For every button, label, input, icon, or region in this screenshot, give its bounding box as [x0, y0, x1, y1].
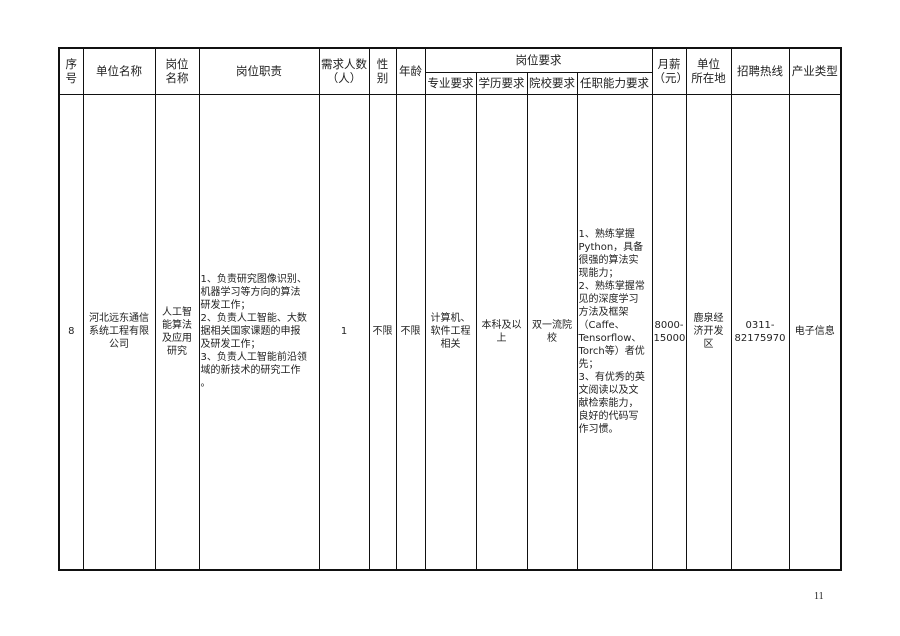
cell-salary: 8000- 15000 [651, 93, 687, 571]
cell-age: 不限 [395, 93, 426, 571]
header-education: 学历要求 [475, 71, 528, 95]
header-age: 年龄 [395, 47, 426, 95]
cell-duties: 1、负责研究图像识别、 机器学习等方向的算法 研发工作； 2、负责人工智能、大数… [198, 93, 320, 571]
header-salary: 月薪 （元） [651, 47, 687, 95]
cell-education: 本科及以 上 [475, 93, 528, 571]
cell-hotline: 0311- 82175970 [730, 93, 790, 571]
cell-school: 双一流院 校 [526, 93, 578, 571]
cell-post-name: 人工智 能算法 及应用 研究 [154, 93, 200, 571]
header-hotline: 招聘热线 [730, 47, 790, 95]
header-seq: 序号 [58, 47, 84, 95]
cell-headcount: 1 [318, 93, 370, 571]
cell-seq: 8 [58, 93, 84, 571]
recruitment-table: 序号 单位名称 岗位 名称 岗位职责 需求人数 （人） 性 别 年龄 岗位要求 … [58, 47, 842, 571]
header-school: 院校要求 [526, 71, 578, 95]
header-headcount: 需求人数 （人） [318, 47, 370, 95]
header-unit-name: 单位名称 [82, 47, 156, 95]
header-duties: 岗位职责 [198, 47, 320, 95]
header-requirements: 岗位要求 [424, 47, 653, 73]
header-post-name: 岗位 名称 [154, 47, 200, 95]
header-ability: 任职能力要求 [576, 71, 653, 95]
cell-unit-name: 河北远东通信 系统工程有限 公司 [82, 93, 156, 571]
header-industry: 产业类型 [788, 47, 842, 95]
cell-location: 鹿泉经 济开发 区 [685, 93, 732, 571]
header-location: 单位 所在地 [685, 47, 732, 95]
table-row: 8 河北远东通信 系统工程有限 公司 人工智 能算法 及应用 研究 1、负责研究… [58, 93, 842, 571]
cell-gender: 不限 [368, 93, 397, 571]
page-number: 11 [814, 591, 824, 602]
header-major: 专业要求 [424, 71, 477, 95]
header-gender: 性 别 [368, 47, 397, 95]
cell-major: 计算机、 软件工程 相关 [424, 93, 477, 571]
cell-ability: 1、熟练掌握 Python，具备 很强的算法实 现能力； 2、熟练掌握常 见的深… [576, 93, 653, 571]
cell-industry: 电子信息 [788, 93, 842, 571]
